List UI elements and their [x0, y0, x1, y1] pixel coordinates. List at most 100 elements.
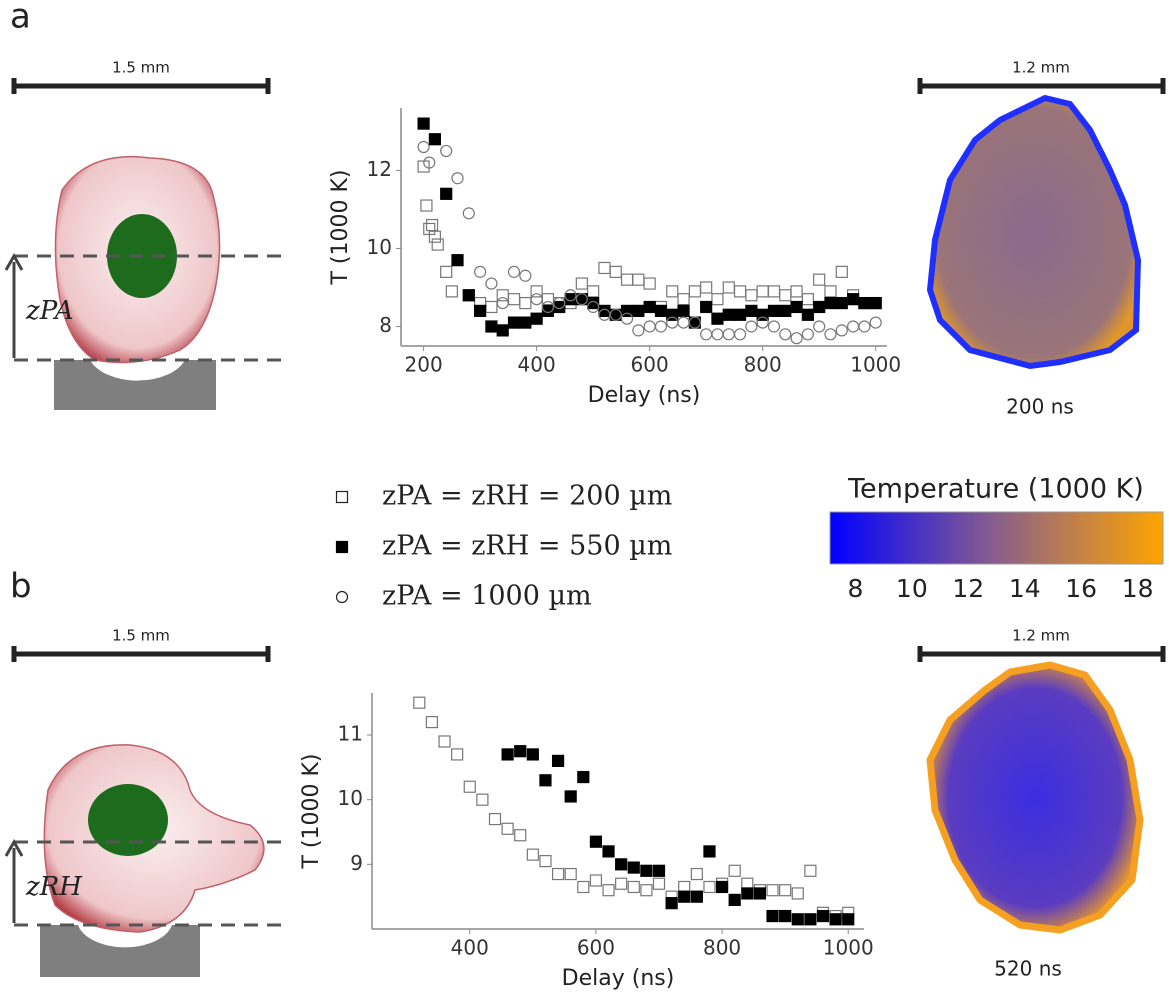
- y-tick-label: 8: [379, 313, 392, 337]
- height-label: zPA: [25, 296, 74, 326]
- marker: [728, 864, 741, 877]
- marker: [615, 877, 628, 890]
- marker: [842, 913, 855, 926]
- legend-label: zPA = 1000 µm: [382, 581, 592, 612]
- marker: [703, 880, 716, 894]
- marker: [627, 861, 640, 874]
- marker: [519, 316, 532, 329]
- x-tick-label: 1000: [823, 936, 874, 960]
- marker: [335, 540, 349, 554]
- marker: [514, 745, 527, 758]
- marker: [564, 867, 577, 881]
- marker: [756, 316, 769, 329]
- marker: [715, 880, 729, 894]
- scale-bar-label: 1.5 mm: [112, 627, 170, 645]
- marker: [745, 304, 758, 317]
- marker: [700, 300, 713, 314]
- temperature-map-b: 1.2 mm 520 ns: [917, 627, 1166, 981]
- marker: [824, 285, 837, 298]
- marker: [824, 296, 837, 310]
- marker: [766, 884, 779, 897]
- marker: [476, 793, 489, 806]
- marker: [804, 864, 817, 877]
- marker: [829, 913, 842, 926]
- marker: [652, 864, 666, 877]
- marker: [858, 320, 871, 333]
- marker: [643, 320, 656, 333]
- marker: [530, 285, 543, 298]
- marker: [711, 328, 724, 341]
- marker: [779, 909, 792, 923]
- marker: [654, 304, 668, 317]
- marker: [801, 328, 814, 341]
- marker: [539, 774, 552, 787]
- marker: [428, 230, 442, 243]
- marker: [335, 490, 349, 504]
- marker: [507, 265, 521, 278]
- marker: [632, 304, 645, 317]
- marker: [790, 300, 803, 314]
- marker: [804, 913, 817, 926]
- marker: [779, 328, 792, 341]
- marker: [526, 748, 539, 761]
- marker: [488, 812, 502, 826]
- marker: [575, 277, 588, 290]
- marker: [733, 285, 747, 298]
- marker: [507, 293, 521, 306]
- x-tick-label: 400: [518, 353, 556, 377]
- marker: [551, 867, 565, 881]
- marker: [474, 304, 487, 317]
- marker: [835, 296, 848, 310]
- map-time: 520 ns: [994, 957, 1062, 981]
- marker: [438, 735, 451, 748]
- colorbar-title: Temperature (1000 K): [847, 474, 1144, 505]
- marker: [745, 289, 758, 302]
- marker: [753, 887, 767, 900]
- x-tick-label: 800: [744, 353, 782, 377]
- marker: [620, 273, 634, 286]
- marker: [677, 293, 690, 306]
- marker: [420, 199, 433, 212]
- marker: [767, 320, 781, 333]
- map-time: 200 ns: [1006, 395, 1074, 419]
- marker: [485, 277, 498, 290]
- y-tick-label: 10: [338, 786, 363, 810]
- marker: [440, 144, 453, 158]
- marker: [722, 281, 735, 294]
- marker: [733, 328, 747, 341]
- marker: [846, 320, 860, 333]
- series: [417, 160, 882, 314]
- marker: [824, 328, 837, 341]
- marker: [519, 269, 532, 282]
- marker: [835, 265, 848, 278]
- marker: [711, 293, 724, 306]
- marker: [577, 770, 590, 784]
- marker: [779, 884, 792, 897]
- illustration-a: 1.5 mm zPA: [4, 59, 290, 410]
- x-tick-label: 800: [703, 936, 741, 960]
- marker: [425, 715, 439, 729]
- panel-label: b: [10, 567, 32, 607]
- marker: [440, 187, 453, 200]
- marker: [501, 748, 514, 761]
- marker: [690, 890, 703, 903]
- marker: [791, 887, 804, 900]
- marker: [700, 281, 713, 294]
- marker: [602, 884, 615, 897]
- marker: [643, 300, 656, 314]
- y-tick-label: 9: [350, 851, 363, 875]
- x-tick-label: 400: [451, 936, 489, 960]
- marker: [690, 867, 703, 881]
- marker: [688, 316, 701, 329]
- colorbar-tick-label: 18: [1122, 574, 1154, 603]
- marker: [541, 300, 555, 314]
- marker: [779, 289, 792, 302]
- marker: [589, 874, 603, 887]
- legend-label: zPA = zRH = 550 µm: [382, 531, 672, 562]
- height-label: zRH: [25, 872, 83, 902]
- marker: [703, 845, 716, 858]
- marker: [652, 877, 666, 890]
- charts: 200 400 600 800 1000 8 10 12 Delay (ns) T (1000 K…: [299, 108, 901, 991]
- x-tick-label: 200: [405, 353, 443, 377]
